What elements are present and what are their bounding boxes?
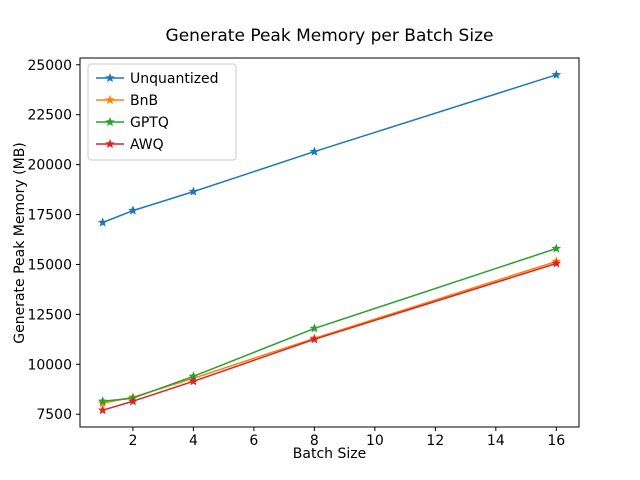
series-line-bnb: [102, 260, 557, 404]
marker-unquantized-icon: [188, 186, 199, 196]
x-tick-label: 6: [249, 433, 258, 449]
x-tick-label: 10: [366, 433, 384, 449]
series-line-awq: [102, 262, 557, 411]
x-tick-label: 12: [426, 433, 444, 449]
marker-awq-icon: [128, 396, 138, 406]
y-tick-label: 25000: [27, 58, 72, 74]
legend-box: [87, 63, 237, 161]
y-tick-label: 20000: [27, 158, 72, 174]
legend-marker-bnb-icon: [105, 95, 115, 105]
legend-marker-awq-icon: [105, 139, 115, 149]
y-tick-label: 10000: [27, 357, 72, 373]
legend-marker-unquantized-icon: [105, 73, 115, 83]
marker-unquantized-icon: [128, 205, 138, 215]
marker-awq-icon: [188, 376, 199, 386]
marker-awq-icon: [97, 405, 108, 415]
chart-title: Generate Peak Memory per Batch Size: [165, 26, 494, 46]
y-tick-label: 22500: [27, 108, 72, 124]
y-tick-label: 15000: [27, 257, 72, 273]
marker-unquantized-icon: [97, 217, 108, 227]
marker-awq-icon: [309, 334, 320, 344]
x-tick-label: 2: [128, 433, 137, 449]
legend-label-unquantized: Unquantized: [130, 71, 219, 87]
legend-label-awq: AWQ: [130, 137, 164, 153]
legend-label-bnb: BnB: [130, 93, 158, 109]
marker-gptq-icon: [551, 243, 562, 253]
y-tick-label: 17500: [27, 208, 72, 224]
legend-label-gptq: GPTQ: [130, 115, 169, 131]
y-tick-label: 7500: [36, 407, 72, 423]
axes-frame: [79, 57, 580, 428]
y-tick-label: 12500: [27, 307, 72, 323]
x-tick-label: 14: [487, 433, 505, 449]
x-tick-label: 4: [189, 433, 198, 449]
x-axis-label: Batch Size: [292, 446, 367, 462]
marker-awq-icon: [551, 258, 562, 268]
marker-gptq-icon: [97, 396, 108, 406]
marker-gptq-icon: [309, 323, 320, 333]
x-tick-label: 16: [547, 433, 565, 449]
marker-unquantized-icon: [551, 69, 562, 79]
marker-gptq-icon: [188, 371, 199, 381]
x-tick-label: 8: [310, 433, 319, 449]
legend-marker-gptq-icon: [105, 117, 115, 127]
series-line-gptq: [102, 247, 557, 402]
marker-unquantized-icon: [309, 146, 320, 156]
